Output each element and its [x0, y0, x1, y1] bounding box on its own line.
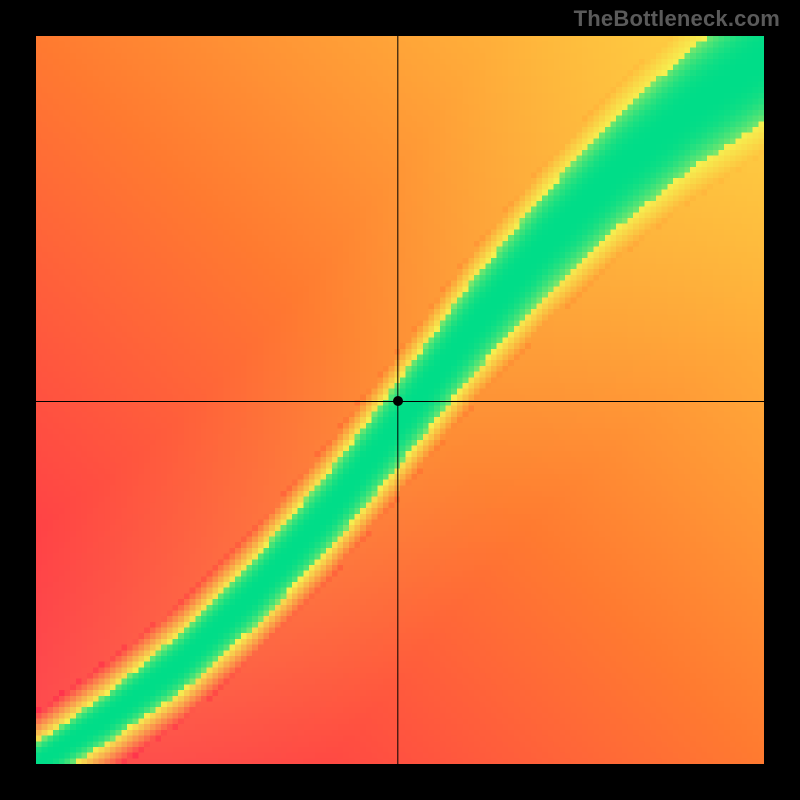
watermark-text: TheBottleneck.com [574, 6, 780, 32]
bottleneck-heatmap [36, 36, 764, 764]
chart-container: TheBottleneck.com [0, 0, 800, 800]
